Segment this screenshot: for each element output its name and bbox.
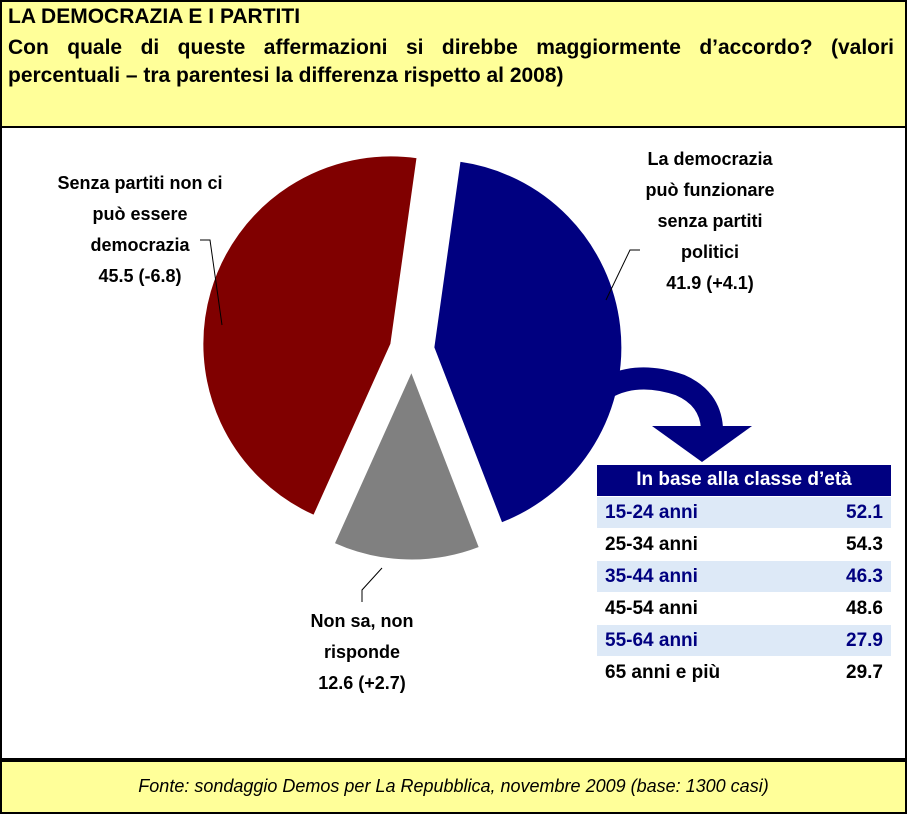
- percentage: 54.3: [846, 533, 883, 555]
- change: (-6.8): [138, 266, 182, 286]
- leader-line: [605, 249, 640, 301]
- value-label: 41.9 (+4.1): [638, 268, 782, 299]
- table-row: 25-34 anni 54.3: [597, 529, 891, 561]
- chart-area: [0, 126, 907, 761]
- age-class: 65 anni e più: [605, 661, 721, 683]
- table-row: 65 anni e più 29.7: [597, 657, 891, 689]
- percentage: 48.6: [846, 597, 883, 619]
- age-class: 55-64 anni: [597, 624, 807, 657]
- age-table: In base alla classe d’età 15-24 anni 52.1…: [597, 465, 891, 688]
- table-row: 45-54 anni 48.6: [597, 593, 891, 625]
- value-label: 12.6 (+2.7): [272, 668, 452, 699]
- leader-line: [200, 239, 223, 326]
- title: LA DEMOCRAZIA E I PARTITI: [8, 5, 301, 28]
- percentage: 46.3: [806, 560, 891, 593]
- value-label: 45.5 (-6.8): [50, 261, 230, 292]
- pie-slice: [433, 160, 623, 524]
- age-class: 25-34 anni: [605, 533, 698, 555]
- age-class: 35-44 anni: [597, 560, 807, 593]
- category-label: Non sa, non risponde: [310, 611, 414, 662]
- percentage: 52.1: [806, 496, 891, 529]
- value: 12.6: [318, 673, 354, 693]
- table-row: 35-44 anni 46.3: [597, 560, 891, 593]
- pie-slice: [333, 370, 480, 561]
- value: 41.9: [666, 273, 702, 293]
- category-label: La democrazia può funzionare senza parti…: [645, 149, 775, 262]
- slice-label: Non sa, non risponde 12.6 (+2.7): [272, 606, 452, 699]
- leader-line: [361, 567, 383, 602]
- arrow-head: [652, 426, 752, 462]
- table-row: 55-64 anni 27.9: [597, 624, 891, 657]
- table-row: 15-24 anni 52.1: [597, 496, 891, 529]
- subtitle: Con quale di queste affermazioni si dire…: [8, 36, 894, 87]
- age-class: 45-54 anni: [605, 597, 698, 619]
- pie-slice: [202, 155, 418, 517]
- value: 45.5: [98, 266, 134, 286]
- percentage: 27.9: [806, 624, 891, 657]
- age-class: 15-24 anni: [597, 496, 807, 529]
- change: (+2.7): [358, 673, 406, 693]
- slice-label: La democrazia può funzionare senza parti…: [638, 144, 782, 299]
- change: (+4.1): [706, 273, 754, 293]
- category-label: Senza partiti non ci può essere democraz…: [57, 173, 223, 255]
- source: Fonte: sondaggio Demos per La Repubblica…: [138, 776, 769, 796]
- percentage: 29.7: [846, 661, 883, 683]
- slice-label: Senza partiti non ci può essere democraz…: [50, 168, 230, 292]
- table-title: In base alla classe d’età: [597, 465, 891, 497]
- footer: Fonte: sondaggio Demos per La Repubblica…: [0, 760, 907, 814]
- arrow: [589, 367, 723, 430]
- header: LA DEMOCRAZIA E I PARTITI Con quale di q…: [0, 0, 907, 128]
- pie: [202, 155, 623, 561]
